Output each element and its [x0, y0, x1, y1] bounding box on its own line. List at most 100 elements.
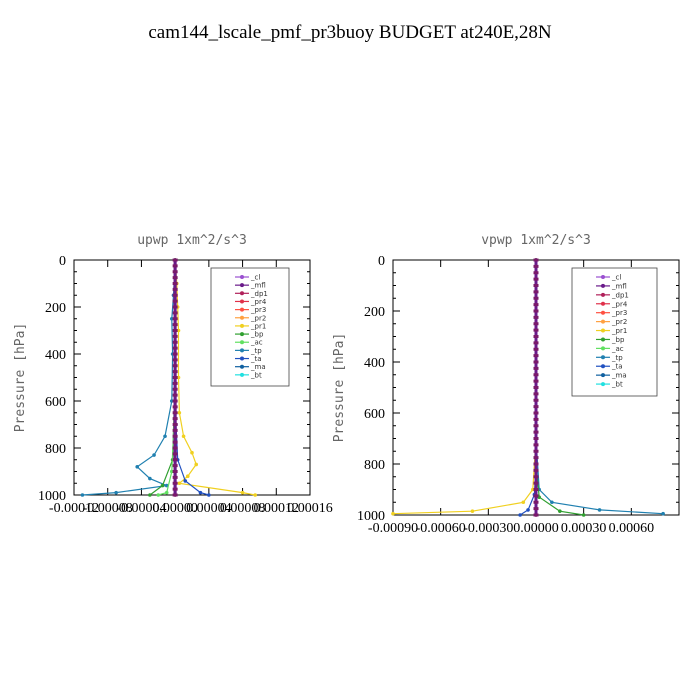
legend-marker	[601, 382, 605, 387]
center-marker	[533, 392, 539, 396]
center-marker	[533, 468, 539, 472]
legend-label: _dp1	[611, 291, 629, 299]
legend-label: _tp	[611, 354, 623, 362]
legend-marker	[601, 328, 605, 333]
center-marker	[172, 287, 178, 291]
x-tick-label: 0.00000	[513, 521, 559, 536]
center-marker	[533, 379, 539, 383]
series-point-pr1	[521, 500, 526, 505]
series-point-tp	[114, 490, 118, 495]
x-tick-label: 0.00004	[186, 501, 232, 516]
series-point-pr1	[470, 509, 475, 513]
series-point-ta	[198, 490, 203, 495]
center-marker	[172, 346, 178, 350]
center-marker	[172, 440, 178, 444]
center-marker	[172, 311, 178, 315]
legend-label: _ma	[611, 372, 627, 380]
legend-label: _bp	[250, 331, 264, 339]
y-tick-label: 0	[59, 254, 66, 269]
center-marker	[172, 464, 178, 468]
legend-marker	[601, 319, 605, 324]
legend-marker	[601, 337, 605, 342]
center-marker	[172, 317, 178, 321]
series-point-bp	[558, 509, 562, 513]
center-marker	[533, 424, 539, 428]
center-marker	[172, 446, 178, 450]
center-marker	[533, 507, 539, 511]
center-marker	[172, 470, 178, 473]
legend-marker	[240, 348, 244, 353]
panel-upwp: upwp 1xm^2/s^3 Pressure [hPa] 0 200 400 600 80…	[13, 233, 333, 516]
series-point-pr1	[190, 450, 194, 455]
legend-label: _ac	[611, 345, 624, 353]
center-marker	[533, 386, 539, 389]
center-marker	[533, 315, 539, 319]
center-marker	[172, 428, 178, 432]
legend-label: _pr2	[250, 314, 266, 322]
center-marker	[533, 411, 539, 415]
center-marker	[172, 475, 178, 479]
legend-label: _pr3	[611, 309, 627, 317]
center-marker	[533, 271, 539, 275]
center-marker	[533, 494, 539, 498]
figure-title: cam144_lscale_pmf_pr3buoy BUDGET at240E,…	[148, 22, 552, 43]
series-line-pr1	[392, 260, 537, 515]
legend-label: _cl	[611, 274, 621, 282]
y-axis-label: Pressure [hPa]	[332, 333, 347, 443]
center-marker	[533, 335, 539, 338]
y-tick-label: 200	[45, 301, 66, 316]
panel-title: vpwp 1xm^2/s^3	[481, 233, 591, 248]
legend-marker	[601, 346, 605, 351]
legend-label: _ma	[250, 363, 266, 371]
legend-marker	[240, 340, 244, 345]
y-tick-label: 400	[45, 348, 66, 363]
center-marker	[533, 322, 539, 326]
center-marker	[533, 417, 539, 421]
x-tick-label: -0.00008	[83, 501, 133, 516]
center-marker	[172, 399, 178, 403]
series-point-ta	[518, 513, 522, 517]
center-marker	[533, 366, 539, 370]
legend-label: _mfl	[250, 282, 266, 290]
y-tick-label: 600	[364, 407, 385, 422]
legend-marker	[601, 283, 605, 288]
x-tick-label: -0.00004	[116, 501, 166, 516]
center-marker	[172, 334, 178, 338]
center-marker	[533, 360, 539, 364]
center-marker	[533, 456, 539, 460]
center-marker	[172, 299, 178, 303]
series-point-tp	[661, 511, 665, 516]
y-tick-label: 800	[364, 458, 385, 473]
legend-marker	[240, 332, 244, 337]
series-point-tp	[135, 465, 140, 469]
center-marker	[172, 305, 178, 309]
center-marker	[533, 443, 539, 447]
center-marker	[172, 481, 178, 485]
center-marker	[533, 258, 539, 262]
center-marker	[533, 328, 539, 332]
legend-marker	[240, 299, 244, 304]
center-marker	[533, 430, 539, 434]
series-point-pr1	[177, 410, 182, 415]
center-marker	[172, 405, 178, 409]
center-marker	[172, 258, 178, 262]
center-marker	[533, 398, 539, 402]
legend-marker	[601, 373, 605, 378]
center-marker	[533, 347, 539, 351]
legend-marker	[240, 275, 244, 279]
center-marker	[172, 376, 178, 379]
series-point-ta	[183, 479, 188, 483]
center-marker	[172, 276, 178, 280]
series-point-tp	[550, 500, 554, 505]
center-marker	[533, 475, 539, 479]
legend-marker	[240, 372, 244, 377]
legend-label: _bp	[611, 336, 625, 344]
legend-marker	[601, 275, 605, 279]
center-marker	[533, 290, 539, 294]
legend-label: _pr4	[250, 298, 267, 306]
legend-label: _pr4	[611, 300, 628, 308]
center-marker	[172, 458, 178, 462]
center-marker	[172, 452, 178, 456]
legend-marker	[240, 307, 244, 312]
series-point-pr1	[181, 434, 186, 439]
